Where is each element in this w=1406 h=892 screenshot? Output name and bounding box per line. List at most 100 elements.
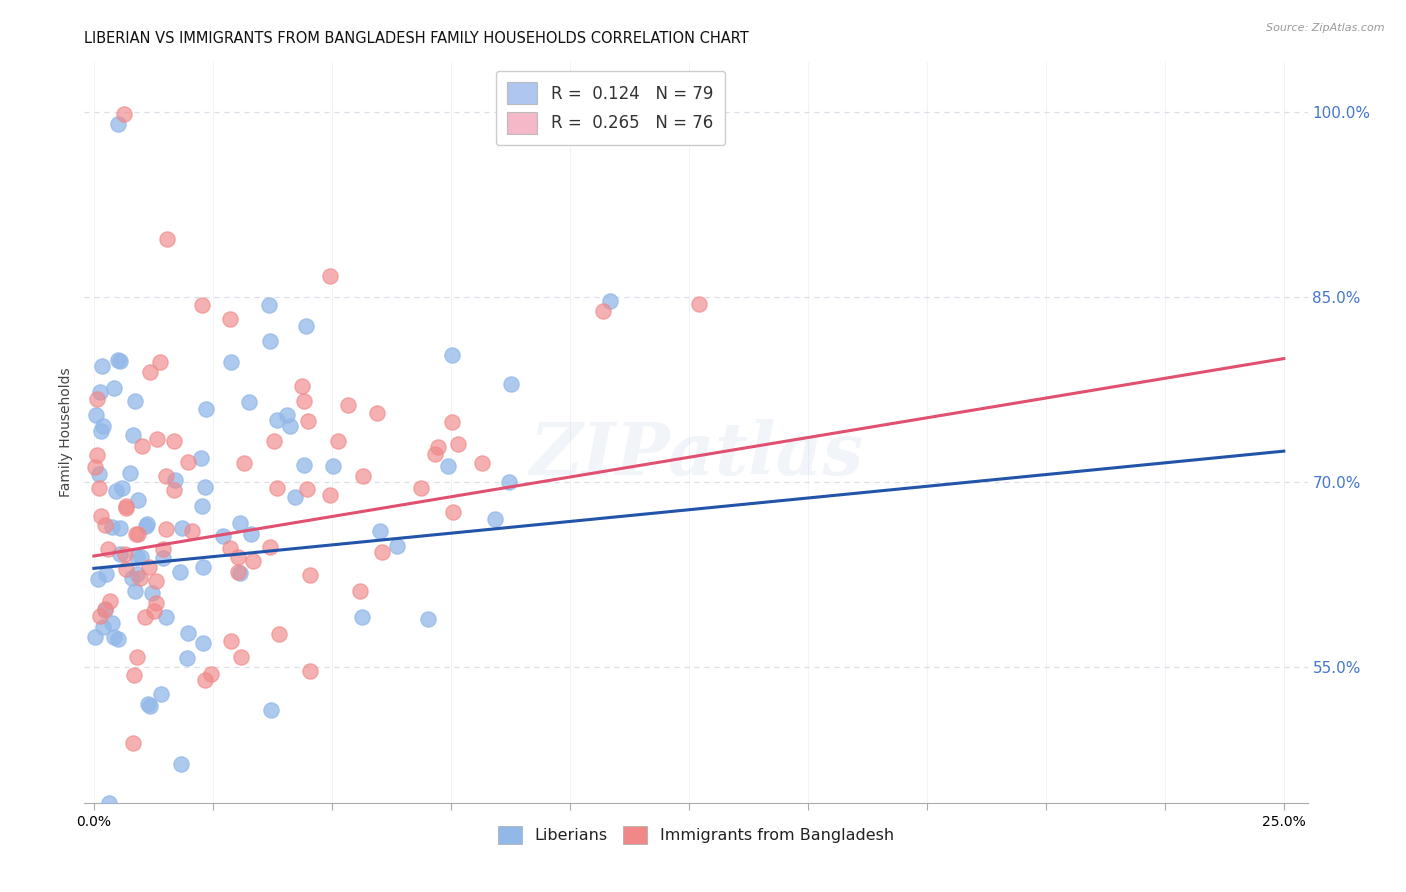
Legend: Liberians, Immigrants from Bangladesh: Liberians, Immigrants from Bangladesh — [491, 819, 901, 850]
Point — [228, 565, 250, 579]
Point — [200, 667, 222, 681]
Point — [266, 481, 288, 495]
Point — [276, 408, 298, 422]
Point — [83, 631, 105, 645]
Point — [110, 547, 132, 561]
Point — [122, 427, 145, 442]
Point — [471, 456, 494, 470]
Point — [108, 521, 131, 535]
Point — [114, 547, 136, 561]
Point — [218, 311, 240, 326]
Point — [146, 432, 169, 446]
Point — [91, 418, 114, 433]
Point — [212, 528, 235, 542]
Point — [124, 527, 146, 541]
Text: ZIPatlas: ZIPatlas — [529, 419, 863, 491]
Point — [94, 602, 117, 616]
Point — [194, 480, 217, 494]
Point — [441, 348, 464, 362]
Point — [155, 610, 177, 624]
Point — [134, 609, 156, 624]
Point — [155, 469, 177, 483]
Point — [689, 296, 711, 310]
Point — [131, 439, 153, 453]
Point — [89, 467, 111, 481]
Point — [143, 604, 166, 618]
Point — [298, 665, 321, 679]
Point — [138, 365, 160, 379]
Point — [107, 117, 129, 131]
Point — [436, 459, 458, 474]
Point — [322, 459, 344, 474]
Point — [326, 434, 349, 449]
Point — [229, 516, 252, 530]
Point — [103, 630, 125, 644]
Point — [409, 481, 432, 495]
Point — [156, 232, 179, 246]
Point — [263, 434, 285, 448]
Point — [298, 567, 321, 582]
Point — [219, 354, 242, 368]
Point — [152, 542, 174, 557]
Point — [93, 601, 115, 615]
Point — [121, 571, 143, 585]
Point — [107, 353, 129, 368]
Point — [349, 583, 371, 598]
Point — [231, 649, 253, 664]
Point — [98, 594, 121, 608]
Point — [107, 632, 129, 647]
Point — [101, 615, 124, 630]
Point — [115, 562, 138, 576]
Point — [423, 447, 446, 461]
Point — [86, 448, 108, 462]
Point — [193, 636, 215, 650]
Point — [163, 483, 186, 497]
Point — [93, 518, 115, 533]
Point — [118, 466, 141, 480]
Point — [292, 458, 315, 472]
Point — [193, 673, 215, 687]
Point — [238, 394, 260, 409]
Point — [284, 491, 307, 505]
Point — [259, 334, 281, 348]
Point — [387, 539, 409, 553]
Point — [135, 519, 157, 533]
Point — [229, 566, 252, 580]
Point — [125, 567, 148, 582]
Point — [127, 493, 149, 508]
Point — [368, 524, 391, 538]
Point — [191, 298, 214, 312]
Point — [416, 612, 439, 626]
Point — [297, 414, 319, 428]
Point — [165, 473, 187, 487]
Point — [371, 545, 394, 559]
Point — [191, 560, 214, 574]
Point — [90, 359, 112, 373]
Point — [484, 512, 506, 526]
Point — [100, 520, 122, 534]
Point — [232, 456, 254, 470]
Point — [169, 566, 191, 580]
Point — [84, 460, 107, 475]
Point — [170, 756, 193, 771]
Point — [190, 451, 212, 466]
Point — [90, 509, 112, 524]
Point — [447, 437, 470, 451]
Point — [280, 419, 302, 434]
Point — [135, 517, 157, 532]
Point — [127, 526, 149, 541]
Y-axis label: Family Households: Family Households — [59, 368, 73, 498]
Point — [86, 408, 108, 422]
Point — [94, 567, 117, 582]
Point — [191, 499, 214, 513]
Point — [242, 554, 264, 568]
Point — [124, 583, 146, 598]
Point — [128, 570, 150, 584]
Point — [318, 488, 340, 502]
Point — [90, 424, 112, 438]
Point — [260, 704, 283, 718]
Point — [136, 698, 159, 712]
Point — [441, 415, 464, 429]
Point — [266, 412, 288, 426]
Point — [115, 501, 138, 516]
